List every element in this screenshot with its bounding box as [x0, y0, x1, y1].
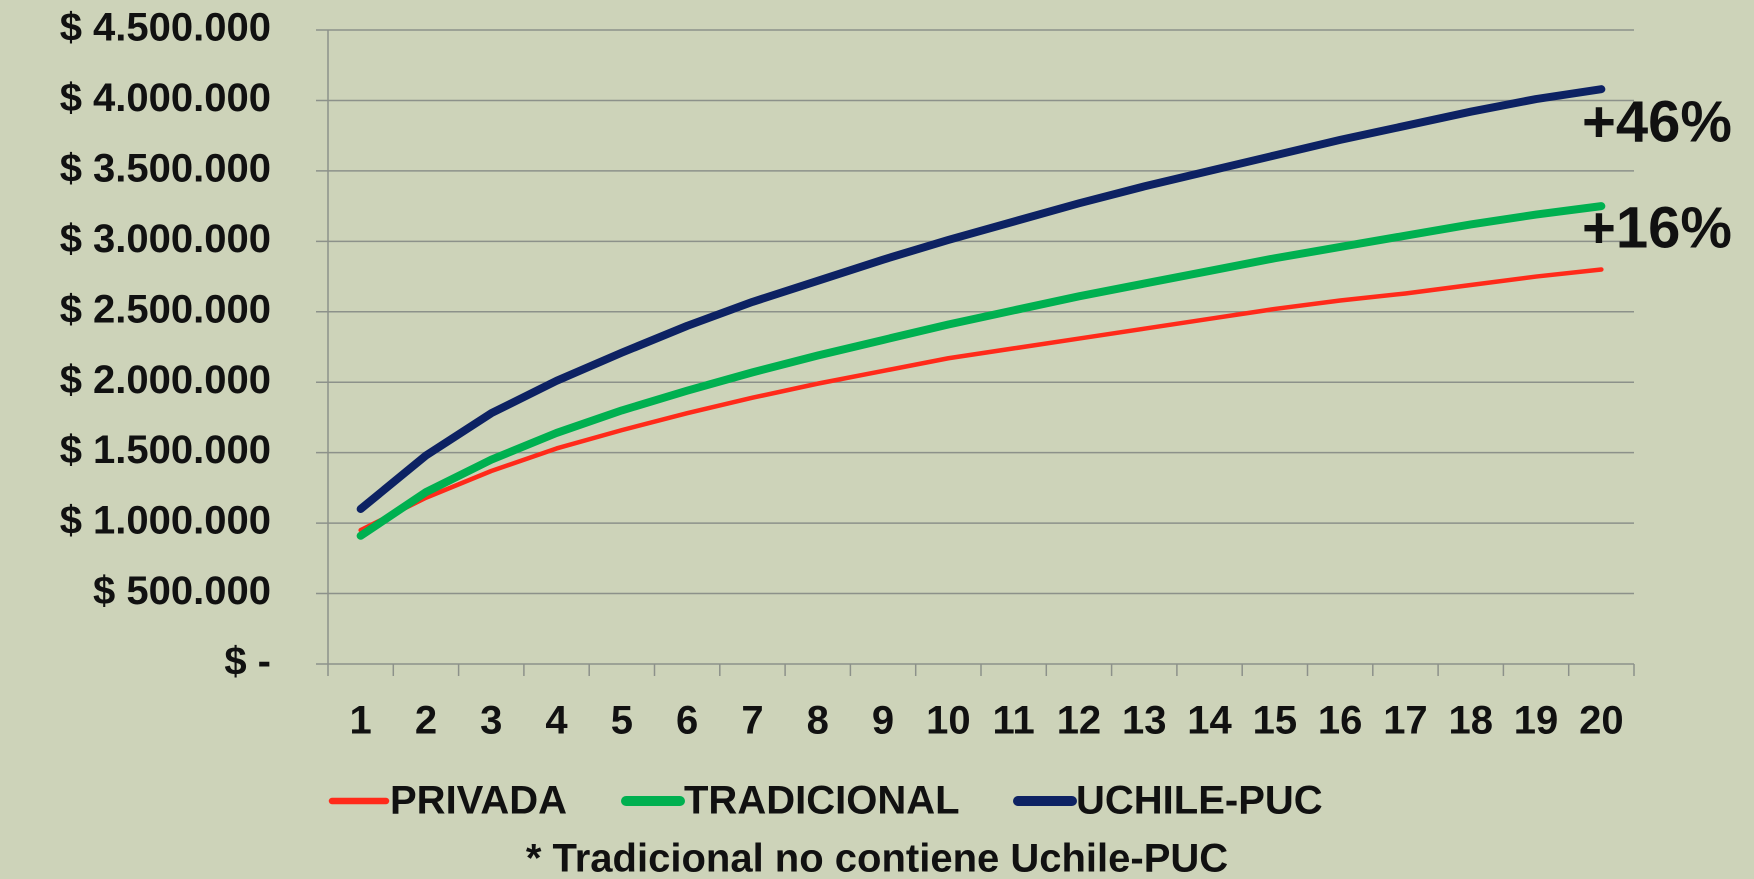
- y-tick-label: $ 500.000: [93, 569, 271, 613]
- legend-label: UCHILE-PUC: [1076, 779, 1323, 823]
- x-tick-label: 13: [1122, 699, 1167, 743]
- x-tick-label: 11: [993, 699, 1035, 743]
- x-tick-label: 1: [350, 699, 372, 743]
- x-tick-label: 15: [1253, 699, 1298, 743]
- line-series: [356, 202, 1606, 540]
- x-tick-label: 17: [1383, 699, 1428, 743]
- x-tick-label: 9: [872, 699, 894, 743]
- y-tick-label: $ 2.000.000: [60, 358, 271, 402]
- x-tick-label: 14: [1187, 699, 1232, 743]
- legend-label: TRADICIONAL: [684, 779, 960, 823]
- y-tick-label: $ 4.000.000: [60, 76, 271, 120]
- y-tick-label: $ -: [224, 640, 271, 684]
- line-series: [356, 85, 1606, 514]
- y-tick-label: $ 3.500.000: [60, 146, 271, 190]
- y-tick-label: $ 2.500.000: [60, 287, 271, 331]
- x-tick-label: 5: [611, 699, 633, 743]
- x-tick-label: 4: [545, 699, 568, 743]
- y-tick-label: $ 4.500.000: [60, 6, 271, 50]
- annotation: +46%: [1582, 89, 1732, 154]
- footnote: * Tradicional no contiene Uchile-PUC: [526, 837, 1228, 879]
- x-tick-label: 18: [1449, 699, 1494, 743]
- line-series: [358, 267, 1604, 533]
- x-tick-label: 19: [1514, 699, 1559, 743]
- x-tick-label: 7: [741, 699, 763, 743]
- legend-label: PRIVADA: [390, 779, 567, 823]
- x-tick-label: 2: [415, 699, 437, 743]
- x-tick-label: 16: [1318, 699, 1363, 743]
- y-tick-label: $ 3.000.000: [60, 217, 271, 261]
- x-tick-label: 8: [807, 699, 829, 743]
- annotation: +16%: [1582, 195, 1732, 260]
- y-tick-label: $ 1.000.000: [60, 499, 271, 543]
- x-tick-label: 12: [1057, 699, 1102, 743]
- x-tick-label: 3: [480, 699, 502, 743]
- x-tick-label: 10: [926, 699, 971, 743]
- x-tick-label: 6: [676, 699, 698, 743]
- y-tick-label: $ 1.500.000: [60, 428, 271, 472]
- x-tick-label: 20: [1579, 699, 1624, 743]
